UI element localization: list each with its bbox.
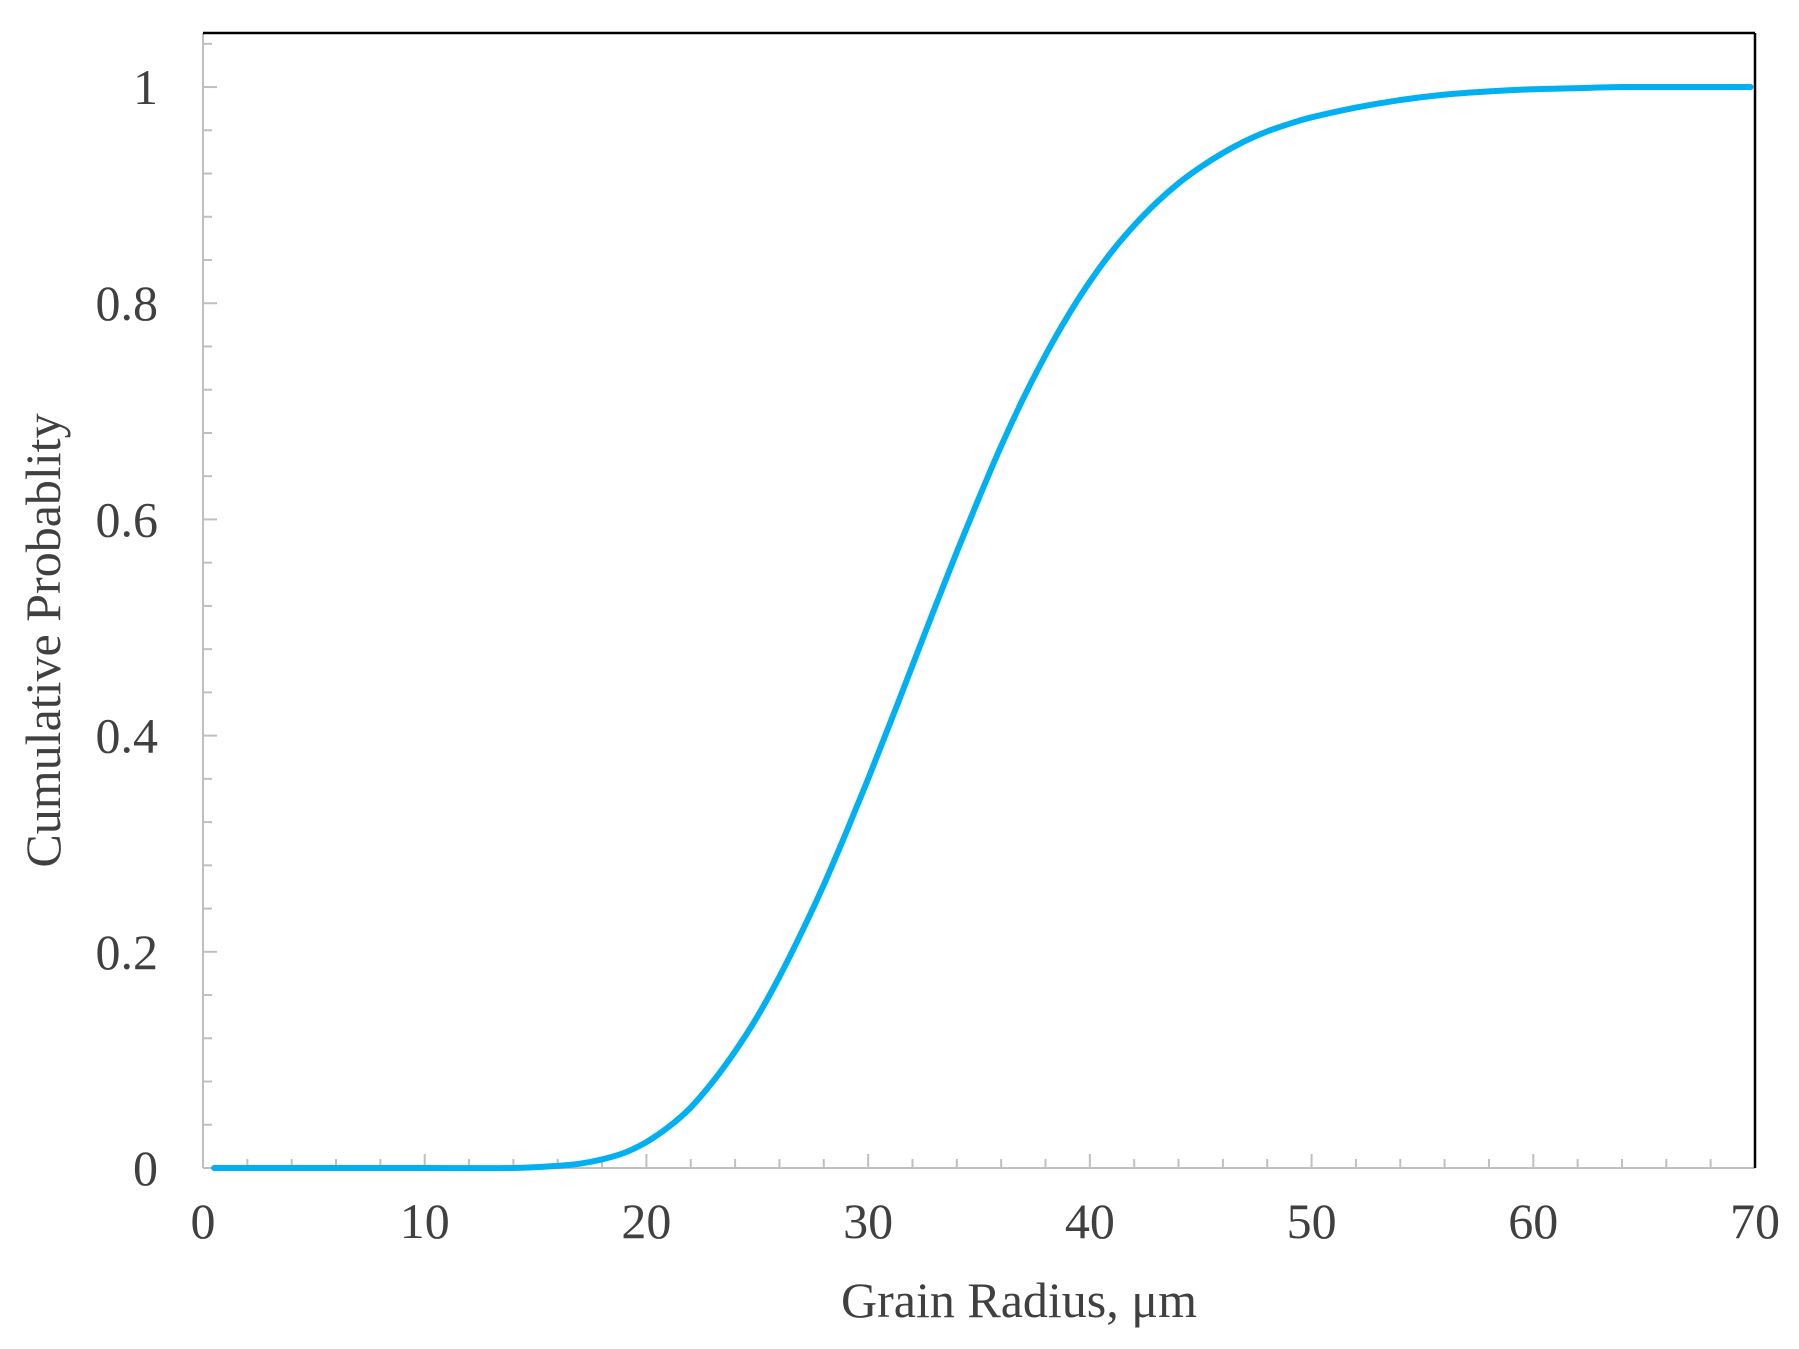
y-axis-title: Cumulative Probablity (15, 413, 71, 867)
x-tick-label: 70 (1730, 1193, 1780, 1249)
series-line-0 (211, 83, 1754, 1172)
x-tick-label: 20 (621, 1193, 671, 1249)
x-tick-label: 60 (1508, 1193, 1558, 1249)
y-tick-label: 0.6 (96, 491, 159, 547)
x-tick-label: 10 (400, 1193, 450, 1249)
y-tick-label: 0.2 (96, 924, 159, 980)
x-tick-label: 40 (1065, 1193, 1115, 1249)
y-tick-label: 1 (133, 59, 158, 115)
y-tick-label: 0.4 (96, 708, 159, 764)
x-tick-label: 30 (843, 1193, 893, 1249)
x-tick-label: 50 (1287, 1193, 1337, 1249)
x-tick-labels: 0 10 20 30 40 50 60 70 (191, 1193, 1781, 1249)
series-layer (211, 83, 1754, 1172)
y-tick-label: 0 (133, 1140, 158, 1196)
y-tick-label: 0.8 (96, 275, 159, 331)
x-tick-label: 0 (191, 1193, 216, 1249)
x-axis-title: Grain Radius, μm (841, 1272, 1197, 1328)
y-tick-labels: 0 0.2 0.4 0.6 0.8 1 (96, 59, 159, 1196)
